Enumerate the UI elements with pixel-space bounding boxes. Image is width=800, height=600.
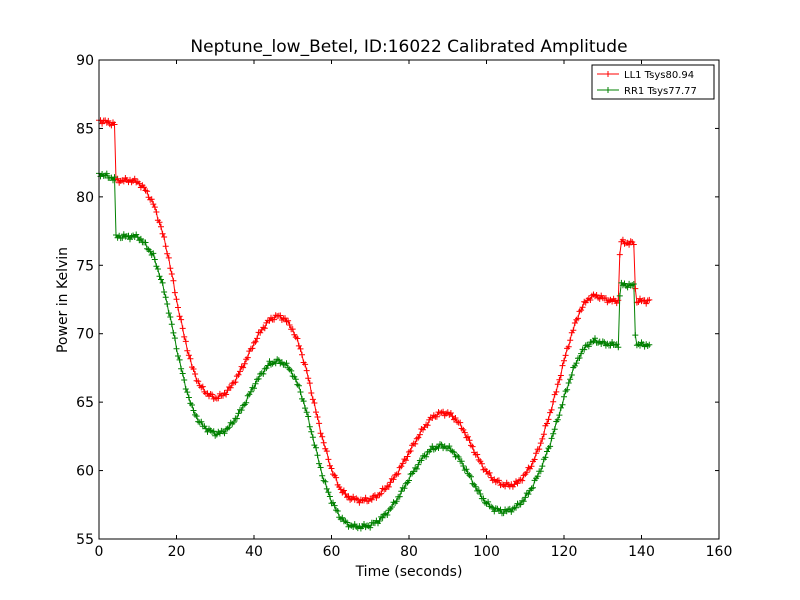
chart-title: Neptune_low_Betel, ID:16022 Calibrated A… [190,37,627,57]
x-tick-label: 20 [168,544,186,560]
series-markers [96,117,653,506]
y-tick-label: 60 [76,464,94,480]
x-tick-label: 160 [706,544,733,560]
x-tick-label: 80 [400,544,418,560]
y-tick-label: 75 [76,258,94,274]
series-1 [96,170,653,532]
y-tick-label: 65 [76,395,94,411]
y-tick-label: 70 [76,327,94,343]
x-tick-label: 60 [323,544,341,560]
legend-label: LL1 Tsys80.94 [624,70,694,81]
x-axis-label: Time (seconds) [355,564,463,580]
x-tick-label: 100 [473,544,500,560]
legend-label: RR1 Tsys77.77 [624,86,697,97]
series-markers [96,170,653,532]
y-tick-label: 90 [76,53,94,69]
series-line [98,119,650,504]
legend-box [591,64,715,100]
legend-marker [605,71,611,77]
x-tick-label: 140 [628,544,655,560]
y-tick-label: 55 [76,532,94,548]
series-0 [96,117,653,506]
legend: LL1 Tsys80.94 RR1 Tsys77.77 [591,64,715,100]
x-tick-label: 0 [95,544,104,560]
y-tick-label: 80 [76,190,94,206]
y-axis-label: Power in Kelvin [55,247,71,353]
x-axis: 0 20 40 60 80 100 120 140 160 [95,60,733,560]
plot-frame [98,59,720,540]
y-axis: 55 60 65 70 75 80 85 90 [76,53,719,548]
x-tick-label: 120 [551,544,578,560]
legend-marker [605,87,611,93]
x-tick-label: 40 [245,544,263,560]
y-tick-label: 85 [76,121,94,137]
series-layer [96,117,653,532]
